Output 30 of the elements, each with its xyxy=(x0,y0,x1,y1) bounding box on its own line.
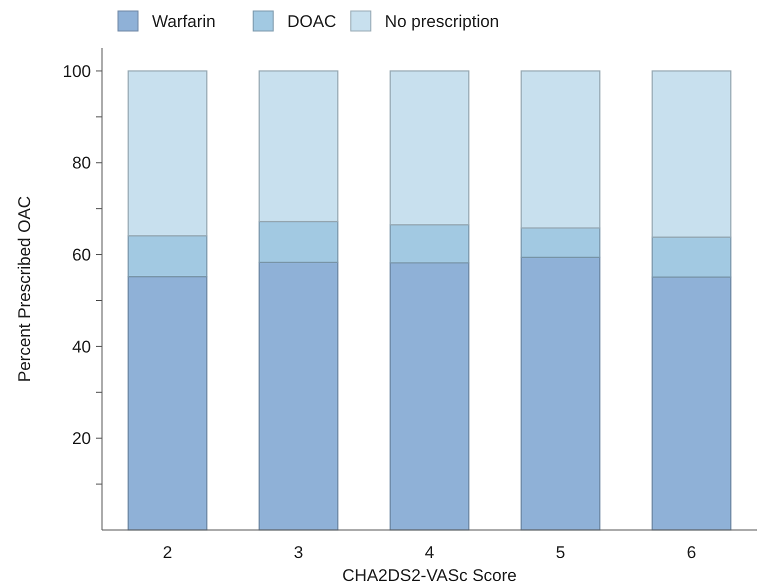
x-tick-label: 5 xyxy=(556,543,566,562)
legend-label: DOAC xyxy=(287,12,336,31)
x-tick-label: 2 xyxy=(162,543,172,562)
bar xyxy=(258,220,338,263)
bar xyxy=(128,276,208,531)
x-axis-title: CHA2DS2-VASc Score xyxy=(342,566,517,585)
y-tick-label: 40 xyxy=(72,337,91,356)
bar xyxy=(258,70,338,222)
bar xyxy=(390,262,470,531)
bar xyxy=(652,236,732,278)
bar xyxy=(128,235,208,278)
y-axis-title: Percent Prescribed OAC xyxy=(15,196,34,382)
bar xyxy=(390,70,470,226)
y-tick-label: 20 xyxy=(72,429,91,448)
y-tick-label: 60 xyxy=(72,246,91,265)
x-tick-label: 4 xyxy=(424,543,434,562)
bar xyxy=(520,256,600,531)
x-tick-label: 3 xyxy=(294,543,304,562)
bar xyxy=(128,70,208,236)
bar xyxy=(520,227,600,258)
bar xyxy=(520,70,600,229)
bar xyxy=(258,262,338,531)
legend-label: Warfarin xyxy=(152,12,216,31)
x-tick-label: 6 xyxy=(686,543,696,562)
y-tick-label: 100 xyxy=(62,62,91,81)
y-tick-label: 80 xyxy=(72,154,91,173)
bar xyxy=(652,70,732,238)
legend-label: No prescription xyxy=(384,12,500,31)
bar xyxy=(652,276,732,531)
bar xyxy=(390,224,470,264)
